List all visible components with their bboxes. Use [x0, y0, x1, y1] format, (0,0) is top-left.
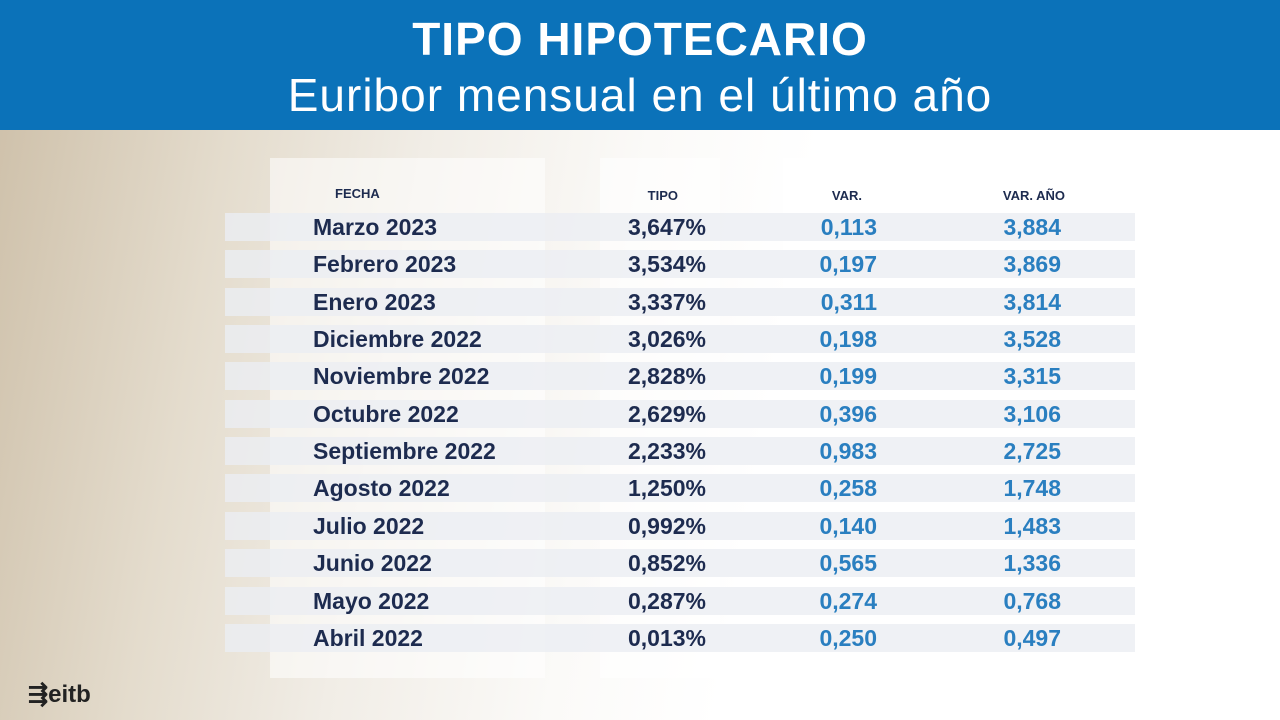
cell: 0,497 [1003, 624, 1061, 651]
row-band [225, 287, 1135, 316]
cell: 0,140 [819, 512, 877, 539]
cell: Agosto 2022 [313, 475, 450, 502]
cell: 3,647% [627, 214, 706, 240]
row-band [225, 399, 1135, 428]
row-band [225, 362, 1135, 391]
cell: Diciembre 2022 [313, 326, 482, 353]
cell: Noviembre 2022 [313, 363, 490, 390]
cell: Octubre 2022 [313, 400, 459, 427]
cell: Abril 2022 [313, 624, 423, 651]
cell: 0,768 [1003, 587, 1061, 614]
row-band [225, 623, 1135, 652]
subtitle: Euribor mensual en el último año [287, 69, 993, 121]
cell: Septiembre 2022 [313, 438, 496, 465]
cell: 1,336 [1003, 550, 1061, 577]
cell: 1,483 [1003, 512, 1061, 539]
cell: 0,274 [819, 587, 877, 614]
row-band [225, 250, 1135, 279]
cell: 2,828% [627, 363, 706, 390]
cell: Febrero 2023 [313, 251, 457, 278]
row-band [225, 213, 1135, 241]
cell: Mayo 2022 [313, 587, 430, 614]
cell: 0,250 [819, 624, 877, 651]
cell: 0,311 [820, 288, 877, 315]
cell: 0,258 [819, 475, 877, 502]
cell: 2,233% [627, 438, 706, 465]
column-header: VAR. AÑO [1002, 188, 1065, 203]
cell: 3,814 [1003, 288, 1061, 315]
cell: 3,106 [1003, 400, 1061, 427]
column-header: TIPO [647, 188, 678, 203]
cell: 2,629% [627, 400, 706, 427]
cell: 0,852% [627, 550, 706, 577]
logo: ⇶eitb [28, 681, 91, 708]
row-band [225, 549, 1135, 578]
cell: 3,869 [1003, 251, 1061, 278]
cell: 0,198 [819, 326, 877, 353]
cell: 0,013% [627, 624, 706, 651]
cell: 3,884 [1003, 214, 1061, 240]
cell: Junio 2022 [313, 550, 432, 577]
row-band [225, 511, 1135, 540]
logo-text: eitb [48, 681, 91, 708]
cell: 0,992% [627, 512, 706, 539]
cell: 3,528 [1003, 326, 1061, 353]
cell: 1,250% [627, 475, 706, 502]
cell: Marzo 2023 [313, 214, 438, 240]
title: TIPO HIPOTECARIO [412, 13, 868, 65]
header-bar: TIPO HIPOTECARIO Euribor mensual en el ú… [0, 0, 1280, 130]
cell: 0,983 [819, 438, 877, 465]
row-band [225, 586, 1135, 615]
cell: 3,337% [627, 288, 706, 315]
cell: 3,026% [627, 326, 706, 353]
row-band [225, 325, 1135, 354]
cell: 0,199 [819, 363, 877, 390]
cell: 0,565 [819, 550, 877, 577]
column-header: VAR. [831, 188, 862, 203]
cell: 3,315 [1003, 363, 1061, 390]
cell: 1,748 [1003, 475, 1061, 502]
column-header: FECHA [335, 186, 380, 201]
cell: 0,287% [627, 587, 706, 614]
cell: 0,396 [819, 400, 877, 427]
row-band [225, 437, 1135, 466]
row-band [225, 474, 1135, 503]
cell: Enero 2023 [313, 288, 436, 315]
cell: 0,197 [819, 251, 877, 278]
cell: 0,113 [820, 214, 877, 240]
cell: 2,725 [1003, 438, 1061, 465]
cell: 3,534% [627, 251, 706, 278]
cell: Julio 2022 [313, 512, 425, 539]
